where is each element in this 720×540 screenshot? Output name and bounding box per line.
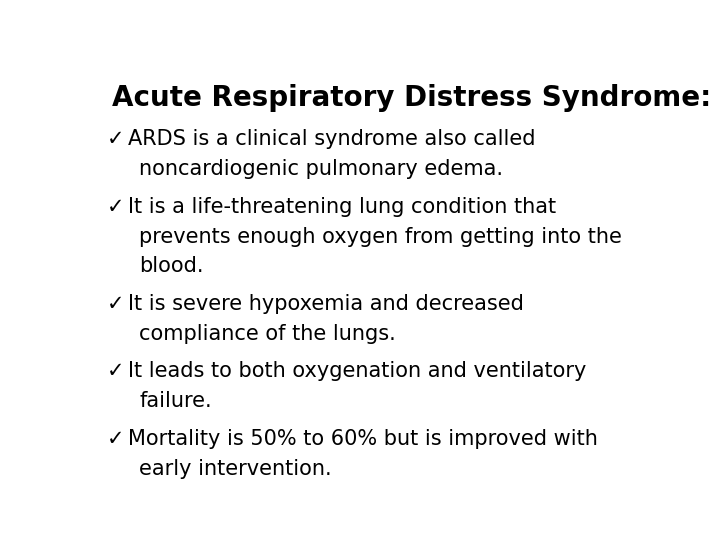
Text: failure.: failure. xyxy=(139,391,212,411)
Text: compliance of the lungs.: compliance of the lungs. xyxy=(139,324,396,344)
Text: ARDS is a clinical syndrome also called: ARDS is a clinical syndrome also called xyxy=(128,129,536,149)
Text: It leads to both oxygenation and ventilatory: It leads to both oxygenation and ventila… xyxy=(128,361,586,381)
Text: ✓: ✓ xyxy=(107,361,125,381)
Text: ✓: ✓ xyxy=(107,294,125,314)
Text: blood.: blood. xyxy=(139,256,204,276)
Text: early intervention.: early intervention. xyxy=(139,458,332,478)
Text: noncardiogenic pulmonary edema.: noncardiogenic pulmonary edema. xyxy=(139,159,503,179)
Text: Mortality is 50% to 60% but is improved with: Mortality is 50% to 60% but is improved … xyxy=(128,429,598,449)
Text: ✓: ✓ xyxy=(107,429,125,449)
Text: Acute Respiratory Distress Syndrome:: Acute Respiratory Distress Syndrome: xyxy=(112,84,711,112)
Text: It is a life-threatening lung condition that: It is a life-threatening lung condition … xyxy=(128,197,556,217)
Text: ✓: ✓ xyxy=(107,197,125,217)
Text: ✓: ✓ xyxy=(107,129,125,149)
Text: It is severe hypoxemia and decreased: It is severe hypoxemia and decreased xyxy=(128,294,524,314)
Text: prevents enough oxygen from getting into the: prevents enough oxygen from getting into… xyxy=(139,227,622,247)
